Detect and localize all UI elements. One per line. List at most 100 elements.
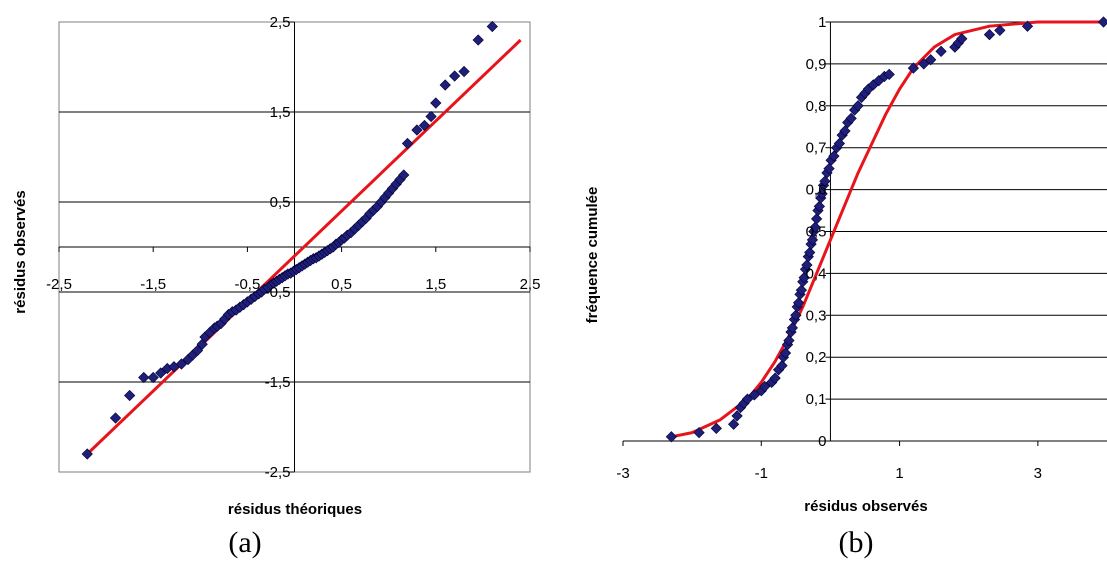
data-point-b bbox=[710, 422, 722, 435]
data-point-b bbox=[798, 271, 810, 284]
y-tick-label-b: 0,4 bbox=[806, 265, 827, 282]
data-point-b bbox=[816, 188, 828, 200]
x-tick-label-b: 1 bbox=[895, 465, 903, 482]
data-point-a bbox=[401, 137, 414, 150]
x-tick-label-a: 0,5 bbox=[331, 276, 352, 293]
data-point-b bbox=[741, 393, 754, 405]
data-point-a bbox=[398, 169, 410, 181]
data-point-b bbox=[823, 163, 835, 175]
y-tick-label-a: 2,5 bbox=[270, 14, 291, 31]
data-point-b bbox=[779, 347, 792, 359]
data-point-a bbox=[430, 97, 442, 109]
data-point-b bbox=[833, 137, 846, 150]
y-tick-label-a: -0,5 bbox=[265, 284, 291, 301]
y-tick-label-b: 0,3 bbox=[806, 307, 827, 324]
data-point-b bbox=[748, 389, 760, 401]
data-point-b bbox=[759, 380, 771, 393]
data-point-b bbox=[1097, 16, 1107, 28]
data-point-b bbox=[728, 418, 740, 430]
data-point-b bbox=[852, 100, 864, 112]
y-tick-label-b: 0,6 bbox=[806, 182, 827, 199]
x-tick-label-b: -3 bbox=[616, 465, 629, 482]
y-tick-label-b: 0 bbox=[818, 433, 826, 450]
y-tick-label-a: 0,5 bbox=[270, 194, 291, 211]
data-point-a bbox=[449, 70, 461, 82]
y-axis-label-a: résidus observés bbox=[12, 190, 29, 313]
x-tick-label-a: -0,5 bbox=[234, 276, 260, 293]
data-point-b bbox=[665, 431, 678, 443]
cdf-line-b bbox=[671, 20, 1107, 439]
data-point-a bbox=[124, 389, 136, 402]
data-point-b bbox=[786, 322, 799, 334]
tick-labels-b: -3 -1 1 3 0 0,1 0,2 0,3 0,4 0,5 0,6 0,7 0,8 0,9 1 bbox=[616, 14, 1042, 482]
chart-panel-b: -3 -1 1 3 0 0,1 0,2 0,3 0,4 0,5 0,6 0,7 0,8 0,9 1 rési… bbox=[584, 14, 1107, 559]
data-point-b bbox=[804, 246, 816, 259]
x-tick-label-a: -2,5 bbox=[46, 276, 72, 293]
data-point-a bbox=[439, 79, 451, 91]
data-point-a bbox=[472, 34, 484, 46]
y-tick-label-b: 0,8 bbox=[806, 98, 827, 115]
data-point-a bbox=[411, 124, 423, 136]
data-point-b bbox=[839, 125, 851, 137]
data-point-b bbox=[783, 334, 795, 347]
data-point-b bbox=[828, 150, 840, 162]
x-tick-label-a: 1,5 bbox=[425, 276, 446, 293]
data-point-b bbox=[918, 58, 930, 70]
panel-caption-a: (a) bbox=[228, 526, 261, 559]
reference-line bbox=[86, 38, 522, 456]
data-point-b bbox=[925, 54, 937, 66]
reference-line-a bbox=[86, 38, 522, 456]
data-point-a bbox=[138, 371, 150, 384]
data-point-b bbox=[792, 297, 805, 309]
data-point-b bbox=[693, 426, 705, 439]
y-tick-label-b: 0,1 bbox=[806, 391, 827, 408]
data-point-b bbox=[994, 24, 1006, 37]
data-point-b bbox=[809, 221, 821, 233]
data-point-a bbox=[418, 119, 431, 132]
x-tick-label-b: -1 bbox=[755, 465, 768, 482]
axes-b bbox=[622, 21, 1107, 446]
data-point-a bbox=[175, 358, 188, 370]
gridlines-b bbox=[830, 21, 1107, 400]
points-b bbox=[665, 16, 1107, 443]
data-point-b bbox=[810, 213, 823, 225]
data-point-b bbox=[819, 175, 831, 187]
data-point-b bbox=[907, 62, 920, 74]
data-point-a bbox=[191, 344, 204, 357]
y-tick-label-b: 0,2 bbox=[806, 349, 827, 366]
data-point-b bbox=[806, 234, 819, 246]
y-axis-label-b: fréquence cumulée bbox=[584, 187, 601, 324]
x-axis-label-a: résidus théoriques bbox=[228, 501, 362, 518]
axes-a bbox=[58, 21, 531, 473]
tick-labels-a: -2,5 -1,5 -0,5 0,5 1,5 2,5 -2,5 -1,5 -0,5 0,5 1,5 2… bbox=[46, 14, 540, 481]
chart-panel-a: -2,5 -1,5 -0,5 0,5 1,5 2,5 -2,5 -1,5 -0,5 0,5 1,5 2… bbox=[12, 14, 540, 559]
data-point-b bbox=[813, 200, 825, 212]
data-point-a bbox=[147, 371, 159, 384]
x-axis-label-b: résidus observés bbox=[804, 498, 927, 515]
data-point-b bbox=[776, 359, 788, 372]
data-point-a bbox=[425, 110, 437, 123]
data-point-a bbox=[486, 20, 498, 33]
y-tick-label-a: -1,5 bbox=[265, 374, 291, 391]
panel-caption-b: (b) bbox=[839, 526, 874, 559]
x-tick-label-b: 3 bbox=[1034, 465, 1042, 482]
data-point-b bbox=[845, 112, 857, 124]
data-point-b bbox=[801, 259, 813, 271]
data-point-b bbox=[795, 284, 808, 296]
points-a bbox=[81, 20, 498, 460]
data-point-b bbox=[1021, 20, 1034, 32]
data-point-b bbox=[731, 410, 743, 422]
data-point-b bbox=[983, 28, 996, 41]
data-point-a bbox=[81, 448, 93, 460]
y-tick-label-b: 0,5 bbox=[806, 224, 827, 241]
y-tick-label-a: 1,5 bbox=[270, 104, 291, 121]
data-point-a bbox=[109, 412, 122, 424]
y-tick-label-b: 1 bbox=[818, 14, 826, 31]
data-point-b bbox=[956, 33, 968, 45]
y-tick-label-b: 0,7 bbox=[806, 140, 827, 157]
y-tick-label-a: -2,5 bbox=[265, 464, 291, 481]
x-tick-label-a: -1,5 bbox=[140, 276, 166, 293]
cdf-line bbox=[671, 20, 1107, 439]
data-point-b bbox=[769, 372, 781, 384]
